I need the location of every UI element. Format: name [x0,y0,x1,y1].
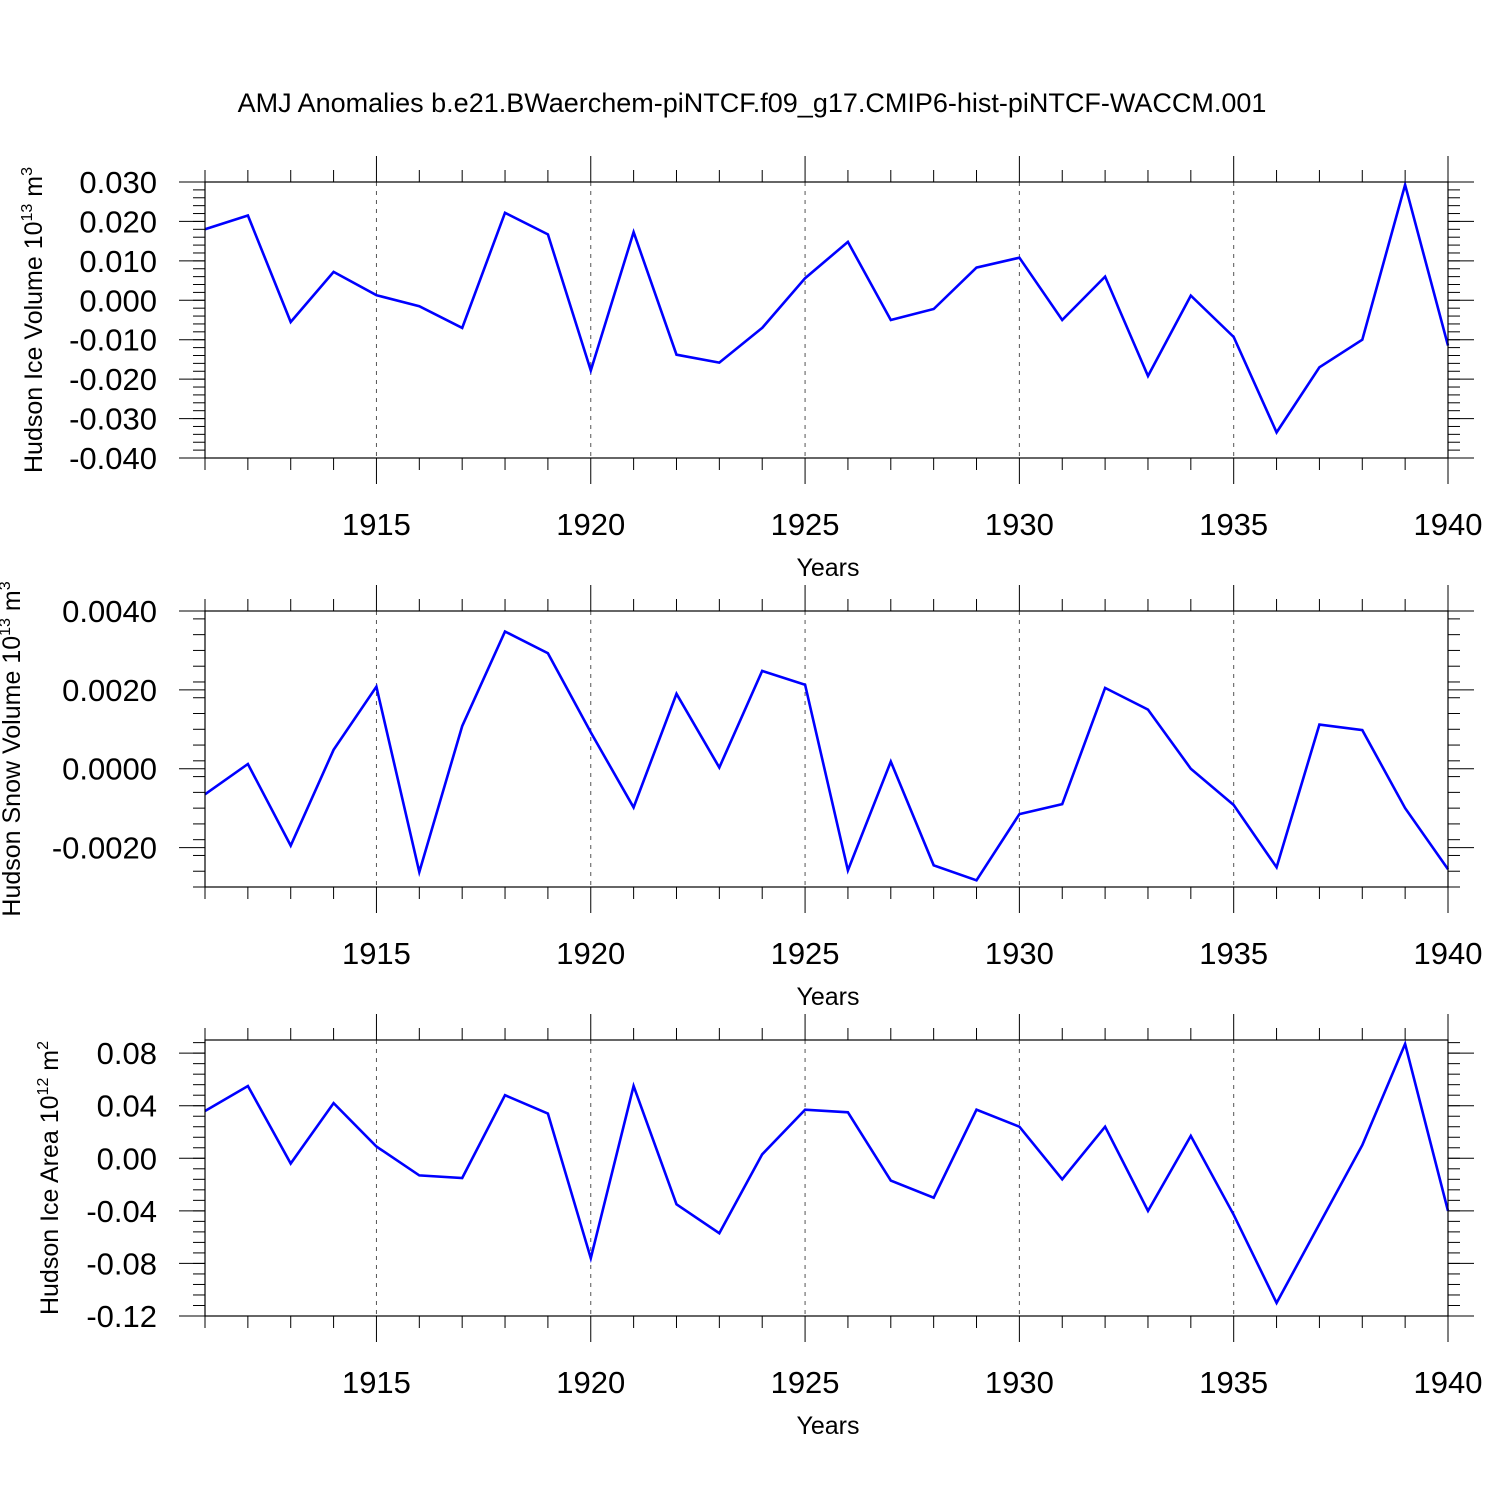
y-tick-label: 0.000 [79,283,157,318]
x-tick-label: 1935 [1199,1365,1268,1400]
plot-frame [204,1039,1449,1317]
y-tick-label: 0.020 [79,204,157,239]
plot-frame [204,181,1449,459]
x-tick-label: 1915 [342,507,411,542]
y-axis-label-unit: m [20,176,48,204]
x-axis-label: Years [796,983,859,1011]
panel-1: -0.040 -0.030 -0.020 -0.010 0.000 0.010 0.020 0… [19,156,1482,582]
x-tick-label: 1915 [342,936,411,971]
x-tick-label: 1940 [1414,936,1483,971]
series-line [204,179,1450,436]
y-axis-label-unit-exponent: 3 [0,581,14,590]
y-tick-label: -0.010 [69,323,157,358]
y-axis-label-unit: m [0,590,26,618]
y-tick-label: -0.0020 [52,831,157,866]
x-tick-label: 1935 [1199,507,1268,542]
y-axis-label-unit: m [36,1050,64,1078]
x-tick-label: 1925 [771,936,840,971]
series-line [204,1039,1450,1306]
x-tick-label: 1930 [985,1365,1054,1400]
y-axis-label-unit-exponent: 2 [35,1041,52,1050]
chart-title: AMJ Anomalies b.e21.BWaerchem-piNTCF.f09… [238,88,1267,118]
x-tick-label: 1920 [556,936,625,971]
y-tick-label: 0.0000 [62,752,157,787]
x-tick-label: 1915 [342,1365,411,1400]
y-axis-label-exponent: 13 [0,618,14,636]
plot-frame [204,610,1449,888]
y-tick-label: -0.030 [69,402,157,437]
x-tick-label: 1925 [771,507,840,542]
series-line [204,629,1450,882]
x-tick-label: 1940 [1414,1365,1483,1400]
y-tick-label: 0.04 [97,1089,157,1124]
x-tick-label: 1920 [556,1365,625,1400]
y-tick-label: 0.0040 [62,594,157,629]
y-tick-label: -0.04 [86,1194,157,1229]
y-axis-label-main: Hudson Ice Area 10 [36,1095,64,1315]
y-tick-label: 0.00 [97,1141,157,1176]
x-tick-label: 1925 [771,1365,840,1400]
x-axis-label: Years [796,1412,859,1440]
y-tick-label: 0.08 [97,1036,157,1071]
y-tick-label: -0.020 [69,362,157,397]
x-tick-label: 1940 [1414,507,1483,542]
y-tick-label: -0.08 [86,1246,157,1281]
x-tick-label: 1930 [985,507,1054,542]
y-axis-label-main: Hudson Ice Volume 10 [20,221,48,473]
x-tick-label: 1930 [985,936,1054,971]
y-axis-label: Hudson Snow Volume 1013 m3 [0,581,26,916]
y-tick-label: 0.0020 [62,673,157,708]
x-tick-label: 1920 [556,507,625,542]
y-axis-label-main: Hudson Snow Volume 10 [0,636,26,917]
x-axis-label: Years [796,554,859,582]
y-axis-label: Hudson Ice Area 1012 m2 [35,1041,64,1315]
panels: -0.040 -0.030 -0.020 -0.010 0.000 0.010 0.020 0… [0,156,1482,1440]
y-tick-label: -0.12 [86,1299,157,1334]
panel-2: -0.0020 0.0000 0.0020 0.0040 1915 1920 1925 193… [0,581,1482,1011]
y-tick-label: 0.010 [79,244,157,279]
y-axis-label-unit-exponent: 3 [19,167,36,176]
y-tick-label: -0.040 [69,441,157,476]
y-axis-label-exponent: 13 [19,204,36,222]
y-axis-label-exponent: 12 [35,1078,52,1096]
panel-3: -0.12 -0.08 -0.04 0.00 0.04 0.08 1915 1920 1925 1… [35,1014,1482,1440]
y-tick-label: 0.030 [79,165,157,200]
x-tick-label: 1935 [1199,936,1268,971]
y-axis-label: Hudson Ice Volume 1013 m3 [19,167,48,473]
